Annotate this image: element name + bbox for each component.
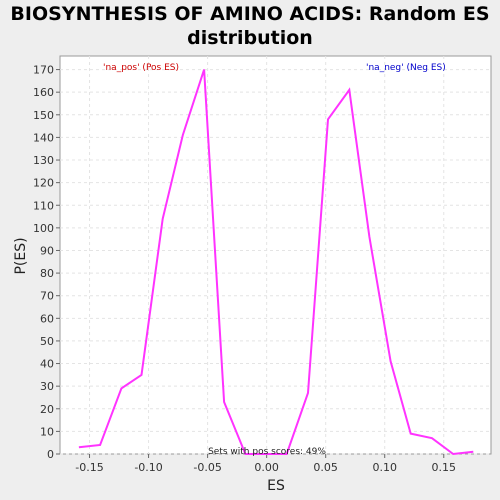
plot-area [59, 55, 492, 455]
y-tick-label: 160 [33, 86, 54, 99]
y-tick-label: 90 [40, 244, 54, 257]
y-tick-label: 10 [40, 425, 54, 438]
y-tick-label: 110 [33, 199, 54, 212]
pos-scores-footer: Sets with pos scores: 49% [208, 447, 326, 457]
x-tick-label: 0.15 [432, 461, 457, 474]
y-tick-label: 140 [33, 131, 54, 144]
chart-title: BIOSYNTHESIS OF AMINO ACIDS: Random ES d… [10, 3, 490, 49]
y-tick-label: 0 [47, 448, 54, 461]
pos-es-label: 'na_pos' (Pos ES) [103, 63, 179, 73]
y-tick-label: 60 [40, 312, 54, 325]
neg-es-label: 'na_neg' (Neg ES) [366, 63, 446, 73]
y-tick-label: 20 [40, 403, 54, 416]
x-axis-label: ES [267, 478, 285, 494]
series-lines [78, 69, 474, 456]
y-axis-ticks: 0 10 20 30 40 50 60 70 80 90 100 110 120 130 140 150 160… [33, 64, 60, 461]
x-axis-ticks: -0.15 -0.10 -0.05 0.00 0.05 0.10 0.15 [75, 454, 456, 474]
y-tick-label: 30 [40, 380, 54, 393]
y-axis-label: P(ES) [13, 237, 29, 274]
y-tick-label: 120 [33, 177, 54, 190]
y-tick-label: 170 [33, 64, 54, 77]
x-tick-label: -0.05 [193, 461, 221, 474]
y-tick-label: 40 [40, 358, 54, 371]
es-distribution-line [78, 69, 474, 456]
y-tick-label: 50 [40, 335, 54, 348]
y-tick-label: 100 [33, 222, 54, 235]
x-tick-label: 0.00 [254, 461, 279, 474]
x-tick-label: 0.05 [313, 461, 338, 474]
x-tick-label: 0.10 [372, 461, 397, 474]
y-tick-label: 70 [40, 290, 54, 303]
y-tick-label: 150 [33, 109, 54, 122]
x-tick-label: -0.15 [75, 461, 103, 474]
y-tick-label: 130 [33, 154, 54, 167]
y-tick-label: 80 [40, 267, 54, 280]
x-tick-label: -0.10 [134, 461, 162, 474]
